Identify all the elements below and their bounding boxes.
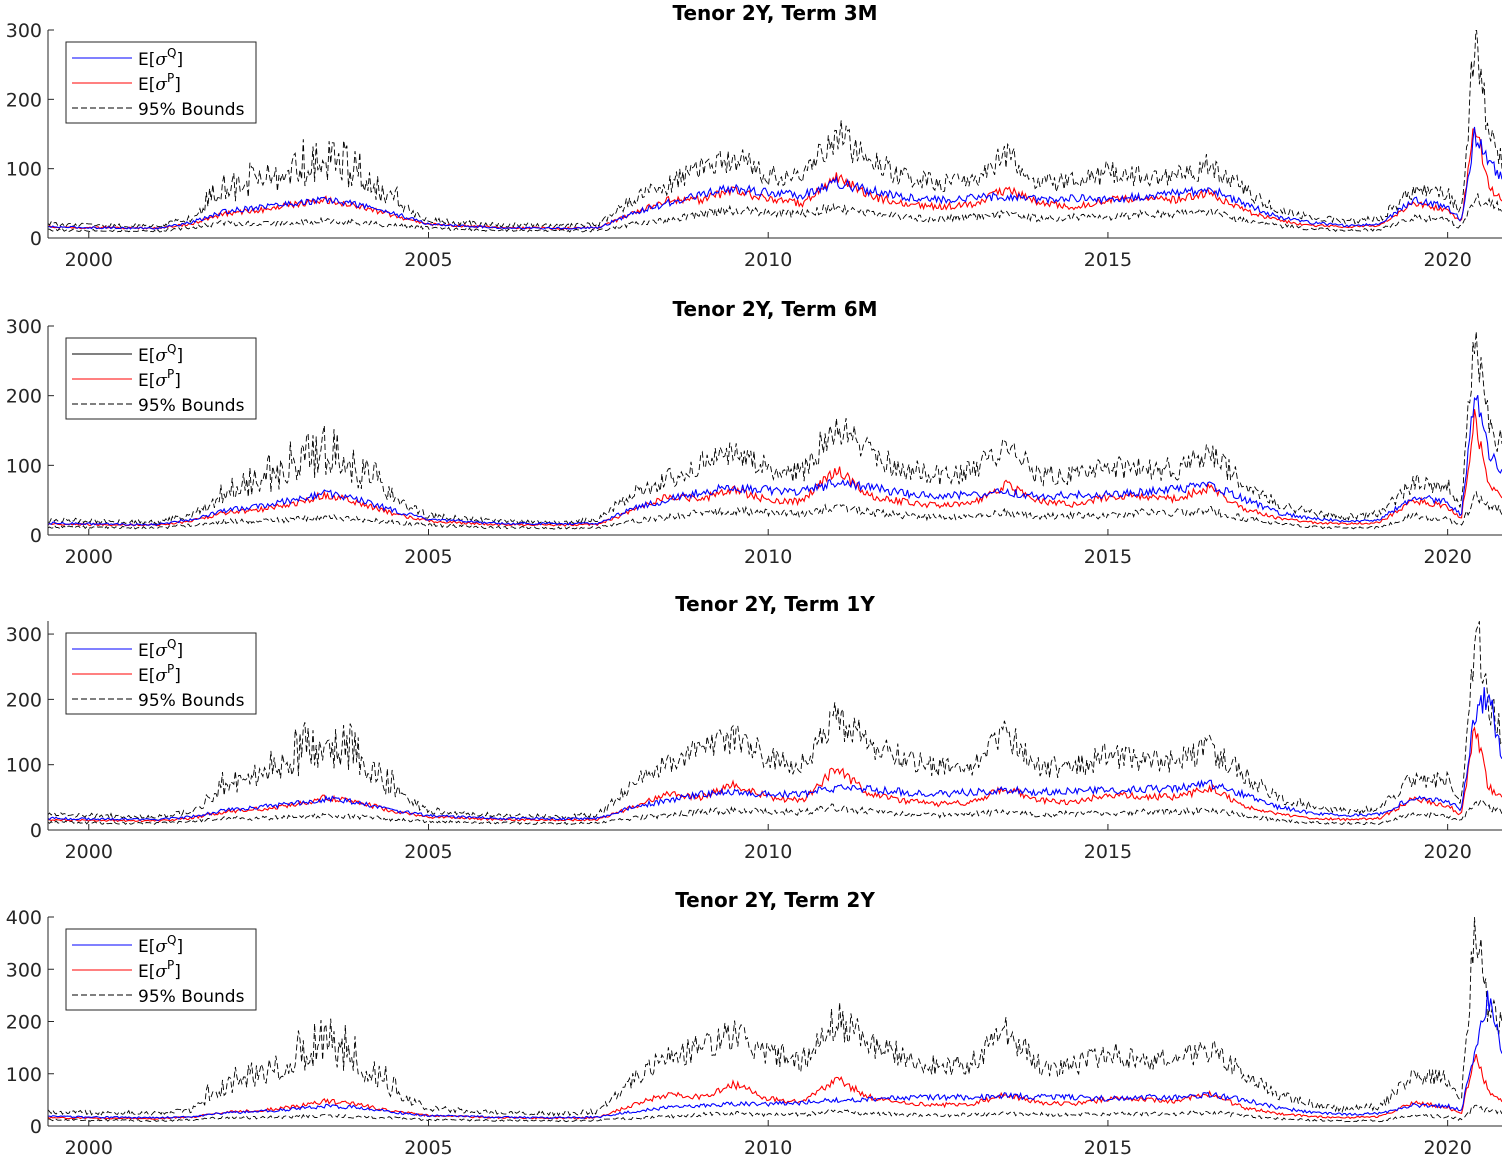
y-tick-label: 100 — [6, 159, 42, 181]
series-line-4 — [48, 798, 1502, 826]
x-tick-label: 2010 — [744, 249, 792, 271]
legend-entry: E[σP] — [138, 958, 181, 982]
panel-4: 0 100 200 300 400 2000 2005 2010 2015 2020 Tenor 2… — [6, 888, 1502, 1157]
y-tick-label: 0 — [30, 1116, 42, 1138]
y-tick-label: 200 — [6, 689, 42, 711]
legend-entry: E[σQ] — [138, 933, 183, 957]
x-tick-label: 2015 — [1084, 546, 1132, 568]
x-tick-label: 2000 — [65, 841, 113, 863]
y-tick-label: 0 — [30, 525, 42, 547]
x-tick-label: 2005 — [404, 841, 452, 863]
legend: E[σQ]E[σP] 95% Bounds — [65, 632, 257, 715]
series-line-1 — [48, 990, 1502, 1119]
legend-entry: E[σQ] — [138, 342, 183, 366]
x-tick-label: 2000 — [65, 546, 113, 568]
series-line-2 — [48, 128, 1502, 231]
y-tick-label: 0 — [30, 228, 42, 250]
y-tick-label: 200 — [6, 89, 42, 111]
y-tick-label: 300 — [6, 959, 42, 981]
legend-entry: 95% Bounds — [138, 396, 245, 416]
series-line-1 — [48, 126, 1502, 230]
legend-entry: E[σP] — [138, 367, 181, 391]
x-tick-label: 2020 — [1423, 1137, 1471, 1157]
panel-3: 0 100 200 300 2000 2005 2010 2015 2020 Tenor 2Y, … — [6, 592, 1502, 863]
x-tick-label: 2020 — [1423, 546, 1471, 568]
chart-title: Tenor 2Y, Term 3M — [672, 1, 877, 25]
series-line-4 — [48, 193, 1502, 233]
y-tick-label: 0 — [30, 820, 42, 842]
y-tick-label: 100 — [6, 1064, 42, 1086]
series-line-1 — [48, 687, 1502, 822]
series-line-2 — [48, 726, 1502, 823]
x-tick-label: 2000 — [65, 249, 113, 271]
x-tick-label: 2000 — [65, 1137, 113, 1157]
legend-entry: E[σP] — [138, 71, 181, 95]
y-tick-label: 300 — [6, 624, 42, 646]
x-tick-label: 2015 — [1084, 249, 1132, 271]
y-tick-label: 400 — [6, 907, 42, 929]
series-line-4 — [48, 1104, 1502, 1123]
x-tick-label: 2015 — [1084, 1137, 1132, 1157]
y-tick-label: 200 — [6, 1012, 42, 1034]
y-tick-label: 100 — [6, 455, 42, 477]
legend: E[σQ]E[σP] 95% Bounds — [65, 41, 257, 124]
x-tick-label: 2005 — [404, 1137, 452, 1157]
y-tick-label: 100 — [6, 755, 42, 777]
series-line-3 — [48, 917, 1502, 1117]
series-line-3 — [48, 30, 1502, 229]
legend-entry: 95% Bounds — [138, 691, 245, 711]
legend: E[σQ]E[σP] 95% Bounds — [65, 337, 257, 420]
legend-entry: E[σQ] — [138, 637, 183, 661]
y-tick-label: 300 — [6, 316, 42, 338]
chart-title: Tenor 2Y, Term 6M — [672, 297, 877, 321]
legend-entry: E[σQ] — [138, 46, 183, 70]
chart-title: Tenor 2Y, Term 1Y — [675, 592, 875, 616]
x-tick-label: 2010 — [744, 546, 792, 568]
x-tick-label: 2020 — [1423, 841, 1471, 863]
y-tick-label: 300 — [6, 20, 42, 42]
legend-entry: 95% Bounds — [138, 100, 245, 120]
series-line-1 — [48, 395, 1502, 527]
x-tick-label: 2005 — [404, 249, 452, 271]
chart-title: Tenor 2Y, Term 2Y — [675, 888, 875, 912]
legend-entry: E[σP] — [138, 662, 181, 686]
x-tick-label: 2015 — [1084, 841, 1132, 863]
panel-1: 0 100 200 300 2000 2005 2010 2015 2020 Tenor 2Y, … — [6, 1, 1502, 271]
x-tick-label: 2005 — [404, 546, 452, 568]
x-tick-label: 2010 — [744, 1137, 792, 1157]
y-tick-label: 200 — [6, 386, 42, 408]
legend: E[σQ]E[σP] 95% Bounds — [65, 928, 257, 1011]
legend-entry: 95% Bounds — [138, 987, 245, 1007]
series-line-3 — [48, 621, 1502, 820]
x-tick-label: 2010 — [744, 841, 792, 863]
x-tick-label: 2020 — [1423, 249, 1471, 271]
panel-2: 0 100 200 300 2000 2005 2010 2015 2020 Tenor 2Y, … — [6, 297, 1502, 568]
series-line-4 — [48, 490, 1502, 530]
series-line-3 — [48, 331, 1502, 526]
